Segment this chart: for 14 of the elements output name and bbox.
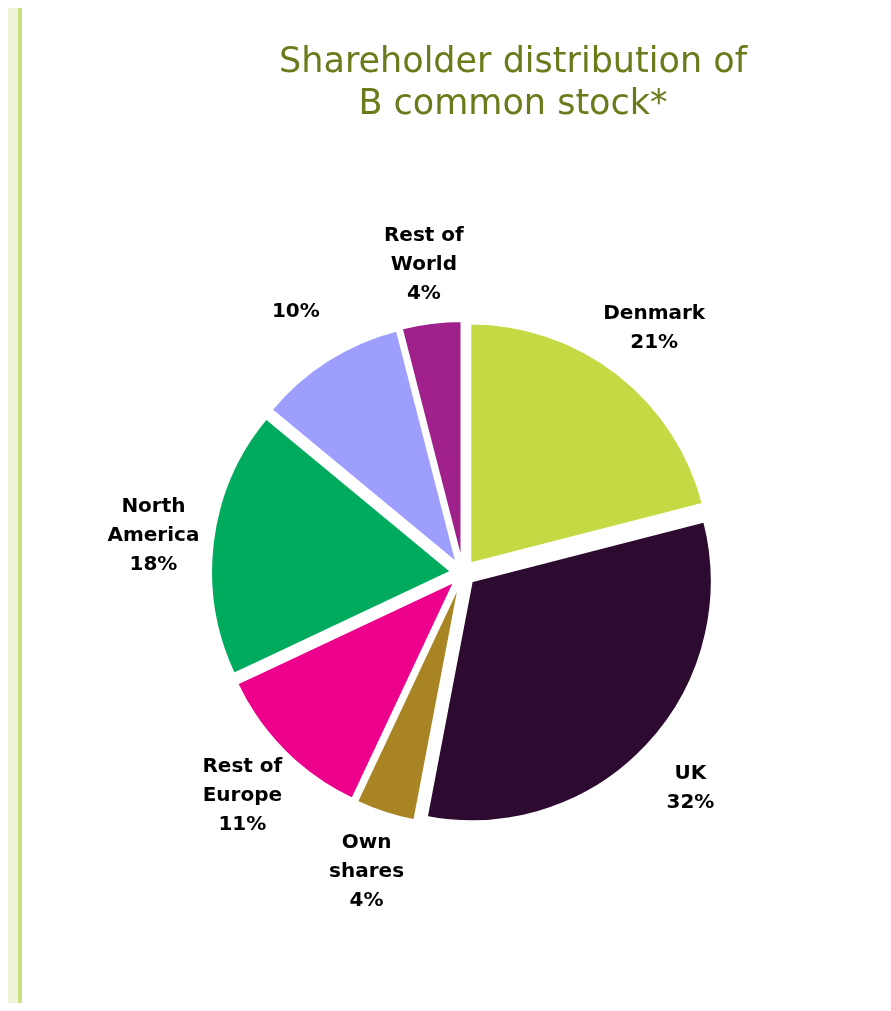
slice-label: Denmark xyxy=(603,299,706,324)
data-label: 11% xyxy=(218,810,267,835)
slice-label: Own shares xyxy=(329,828,405,882)
data-label: 21% xyxy=(630,328,679,353)
data-label: 4% xyxy=(349,886,384,911)
slice-label: Rest of Europe xyxy=(202,752,283,806)
data-label: 32% xyxy=(666,789,715,814)
slice-label: Rest of World xyxy=(383,222,465,276)
data-label: 18% xyxy=(129,550,178,575)
slice-label: UK xyxy=(674,760,708,785)
data-label: 4% xyxy=(406,280,441,305)
slice-label: North America xyxy=(107,492,200,546)
chart-title: Shareholder distribution of B common stock* xyxy=(279,40,748,122)
data-label: 10% xyxy=(271,297,320,322)
